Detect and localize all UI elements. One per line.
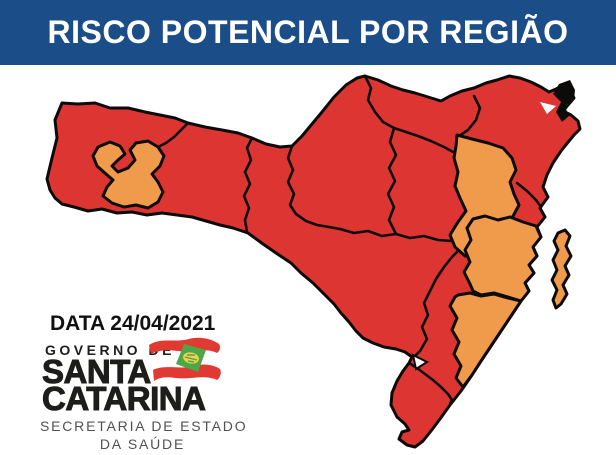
logo-saude-line: DA SAÚDE [99, 436, 186, 452]
region-coast-upper-moderate [462, 214, 543, 303]
region-west-moderate [91, 139, 166, 210]
coastal-island-moderate [550, 228, 573, 310]
south-coast-notch [411, 353, 430, 371]
santa-catarina-flag-icon [149, 337, 221, 381]
flag-crest-detail [184, 354, 198, 363]
logo-catarina: CATARINA [41, 380, 206, 417]
title-banner: RISCO POTENCIAL POR REGIÃO [0, 0, 616, 65]
northeast-bay-notch [540, 102, 556, 114]
logo-santa: SANTA [42, 353, 152, 390]
date-label: DATA 24/04/2021 [50, 312, 216, 335]
logo-governo-de: GOVERNO DE [45, 342, 175, 358]
northeast-coast-mark [553, 80, 575, 122]
page-title: RISCO POTENCIAL POR REGIÃO [47, 14, 569, 50]
region-coast-lower-moderate [448, 291, 523, 389]
flag-bottom-stripe [153, 364, 221, 381]
logo-secretaria-line: SECRETARIA DE ESTADO [40, 418, 248, 434]
